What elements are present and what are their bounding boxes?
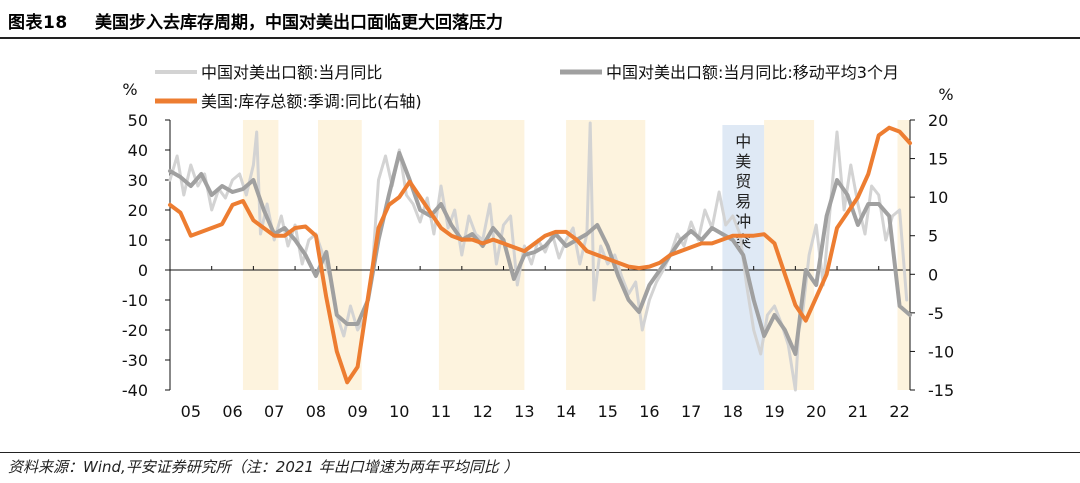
x-tick-label: 05 — [181, 402, 201, 421]
x-tick-label: 17 — [681, 402, 701, 421]
right-tick-label: 0 — [928, 265, 938, 284]
left-tick-label: 50 — [128, 111, 148, 130]
x-tick-label: 21 — [848, 402, 868, 421]
left-tick-label: 0 — [138, 261, 148, 280]
x-tick-label: 08 — [306, 402, 326, 421]
header-rule — [0, 37, 1080, 39]
trade-conflict-label-char: 美 — [735, 152, 751, 171]
right-unit-label: % — [938, 85, 953, 104]
left-tick-label: 20 — [128, 201, 148, 220]
x-tick-label: 13 — [514, 402, 534, 421]
series-us-inventory-yoy — [168, 125, 912, 385]
x-tick-label: 10 — [389, 402, 409, 421]
left-tick-label: -20 — [122, 321, 148, 340]
left-tick-label: -40 — [122, 381, 148, 400]
right-tick-label: 5 — [928, 227, 938, 246]
right-tick-label: 20 — [928, 111, 948, 130]
left-tick-label: 10 — [128, 231, 148, 250]
x-tick-label: 11 — [431, 402, 451, 421]
x-tick-label: 12 — [472, 402, 492, 421]
figure-label: 图表18 — [8, 13, 68, 33]
legend-label: 中国对美出口额:当月同比:移动平均3个月 — [606, 63, 899, 82]
trade-conflict-label-char: 中 — [735, 132, 751, 151]
left-unit-label: % — [122, 80, 137, 99]
series-export-yoy-ma3 — [168, 151, 912, 356]
x-tick-label: 18 — [723, 402, 743, 421]
x-tick-label: 20 — [806, 402, 826, 421]
destocking-period-1 — [242, 120, 279, 390]
axes: 50403020100-10-20-30-4020151050-5-10-150… — [122, 80, 954, 421]
figure-header: 图表18 美国步入去库存周期，中国对美出口面临更大回落压力 — [0, 0, 1080, 36]
trade-conflict-label-char: 冲 — [735, 212, 751, 231]
x-tick-label: 07 — [264, 402, 284, 421]
x-tick-label: 06 — [222, 402, 242, 421]
trade-conflict-label-char: 贸 — [735, 172, 751, 191]
footer-rule — [0, 452, 1080, 453]
right-tick-label: -10 — [928, 342, 954, 361]
x-tick-label: 15 — [598, 402, 618, 421]
left-tick-label: 30 — [128, 171, 148, 190]
legend-label: 美国:库存总额:季调:同比(右轴) — [201, 92, 422, 111]
right-tick-label: -5 — [928, 304, 944, 323]
left-tick-label: -10 — [122, 291, 148, 310]
right-tick-label: 15 — [928, 150, 948, 169]
right-tick-label: 10 — [928, 188, 948, 207]
x-tick-label: 19 — [764, 402, 784, 421]
figure-title: 美国步入去库存周期，中国对美出口面临更大回落压力 — [95, 13, 503, 33]
legend-label: 中国对美出口额:当月同比 — [201, 63, 382, 82]
source-note: 资料来源：Wind,平安证券研究所（注：2021 年出口增速为两年平均同比 ） — [8, 458, 519, 476]
left-tick-label: 40 — [128, 141, 148, 160]
x-tick-label: 14 — [556, 402, 576, 421]
legend: 中国对美出口额:当月同比 中国对美出口额:当月同比:移动平均3个月美国:库存总额:… — [155, 63, 899, 111]
x-tick-label: 09 — [347, 402, 367, 421]
left-tick-label: -30 — [122, 351, 148, 370]
destocking-period-3 — [438, 120, 525, 390]
trade-conflict-label-char: 易 — [735, 192, 751, 211]
x-tick-label: 16 — [639, 402, 659, 421]
right-tick-label: -15 — [928, 381, 954, 400]
x-tick-label: 22 — [889, 402, 909, 421]
series-lines — [168, 121, 912, 392]
